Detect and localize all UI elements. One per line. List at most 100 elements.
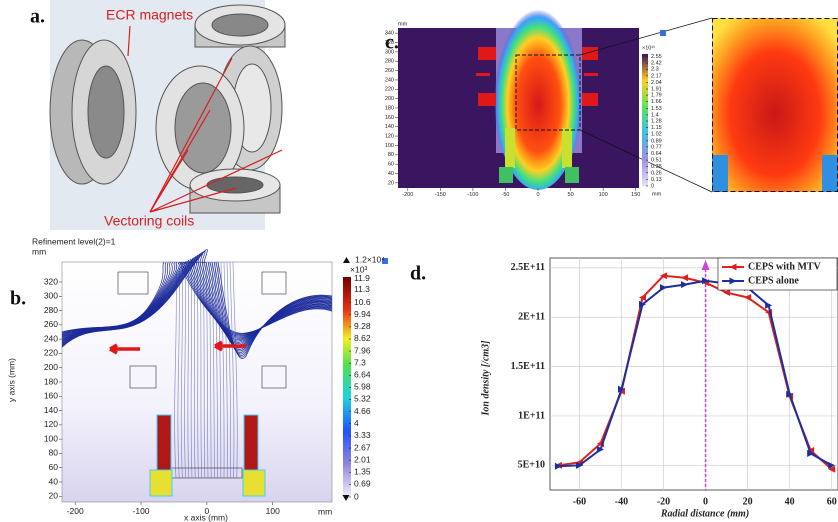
y-tick-label: 220	[44, 348, 58, 358]
magnets	[476, 47, 598, 106]
panel-label: c.	[385, 32, 399, 54]
ring-hole	[174, 82, 232, 174]
y-tick-label: 120	[385, 134, 394, 140]
colorbar-tick-label: 1.66	[651, 99, 662, 105]
marker	[702, 277, 710, 285]
y-tick-label: 280	[44, 305, 58, 315]
legend-box	[717, 257, 838, 291]
colorbar	[343, 277, 351, 497]
panel-label: b.	[10, 288, 26, 310]
y-tick-label: 140	[44, 405, 58, 415]
reference-arrow	[701, 260, 710, 270]
y-tick-label: 260	[44, 319, 58, 329]
y-tick-label: 320	[385, 40, 394, 46]
field-line	[187, 261, 190, 479]
colorbar-tick-label: 11.3	[354, 284, 370, 294]
field-line	[195, 261, 333, 343]
colorbar-tick-label: 2.3	[651, 67, 659, 73]
colorbar-tick-label: 2.17	[651, 73, 662, 79]
x-unit: mm	[318, 506, 332, 516]
field-line	[213, 261, 333, 356]
zoom-inset	[712, 18, 838, 192]
field-line	[189, 261, 333, 339]
field-line	[61, 249, 208, 348]
colorbar	[642, 54, 648, 186]
marker	[765, 301, 773, 309]
marker	[681, 274, 689, 282]
colorbar-tick-label: 2.55	[651, 54, 662, 60]
arrow	[214, 340, 246, 352]
marker	[554, 462, 562, 470]
x-tick-label: -50	[501, 192, 509, 198]
y-tick-label: 80	[49, 448, 59, 458]
legend-marker	[729, 263, 737, 271]
legend-label: CEPS alone	[748, 275, 799, 286]
colorbar-tick-label: 1.35	[354, 467, 371, 477]
colorbar-tick-label: 8.62	[354, 333, 371, 343]
colorbar-tick-label: 1.15	[651, 125, 662, 131]
panel-b: b. Refinement level(2)=1 mm mm x axis (m…	[6, 30, 666, 522]
annotation: Vectoring coils	[104, 213, 194, 229]
zoom-box	[515, 54, 581, 131]
icon	[660, 30, 666, 36]
leader-lines	[127, 25, 283, 213]
colorbar-multiplier: ×10¹¹	[642, 45, 655, 51]
colorbar-tick-label: 6.64	[354, 370, 371, 380]
y-tick-label: 240	[385, 77, 394, 83]
y-tick-label: 180	[44, 376, 58, 386]
y-axis-label: y axis (mm)	[6, 358, 16, 402]
icon	[382, 258, 388, 264]
y-tick-label: 2.5E+11	[511, 262, 545, 273]
x-tick-label: 0	[703, 496, 708, 507]
marker	[575, 461, 583, 469]
x-tick-label: 40	[785, 496, 795, 507]
colorbar-tick-label: 0.13	[651, 177, 662, 183]
colorbar-tick-label: 4	[354, 418, 359, 428]
x-tick-label: -150	[435, 192, 446, 198]
y-tick-label: 220	[385, 87, 394, 93]
colorbar-tick-label: 1.79	[651, 93, 662, 99]
marker	[638, 293, 646, 301]
colorbar-tick-label: 0.89	[651, 138, 662, 144]
zoom-slot	[822, 155, 838, 192]
x-tick-label: 0	[537, 192, 540, 198]
plot-background	[61, 261, 333, 503]
field-line	[184, 261, 186, 479]
y-tick-label: 160	[44, 391, 58, 401]
field-line	[183, 261, 333, 336]
zoom-line	[579, 17, 713, 56]
x-tick-label: 60	[827, 496, 837, 507]
panel-c: c. mm mm ×10¹¹	[385, 0, 838, 197]
field-line	[220, 261, 225, 479]
y-tick-label: 100	[385, 143, 394, 149]
marker	[681, 281, 689, 289]
panel-label: a.	[30, 6, 45, 28]
field-line	[205, 261, 209, 479]
coils	[499, 128, 579, 183]
colorbar-tick-label: 9.94	[354, 309, 371, 319]
colorbar-max: 1.2×10⁴	[355, 254, 385, 264]
field-line	[199, 261, 333, 346]
colorbar-tick-label: 4.66	[354, 406, 371, 416]
y-tick-label: 180	[385, 105, 394, 111]
y-unit: mm	[32, 246, 46, 256]
y-tick-label: 60	[49, 462, 59, 472]
x-tick-label: 0	[205, 506, 210, 516]
panel-a: a. ECR magnets Vectoring coils	[30, 0, 286, 230]
field-line	[211, 261, 215, 479]
x-tick-label: 50	[568, 192, 574, 198]
arrow	[109, 343, 140, 355]
ring-hole	[211, 13, 269, 37]
marker	[723, 289, 731, 297]
colorbar-tick-label: 2.01	[354, 454, 371, 464]
x-tick-label: 100	[266, 506, 280, 516]
field-line	[179, 261, 333, 334]
field-line	[217, 261, 222, 479]
y-tick-label: 340	[385, 31, 394, 37]
y-tick-label: 1.5E+11	[511, 361, 545, 372]
colorbar-tick-label: 2.04	[651, 80, 662, 86]
colorbar-tick-label: 0	[354, 491, 359, 501]
field-line	[223, 261, 228, 479]
field-line	[229, 261, 235, 479]
colorbar-tick-label: 0.51	[651, 158, 662, 164]
